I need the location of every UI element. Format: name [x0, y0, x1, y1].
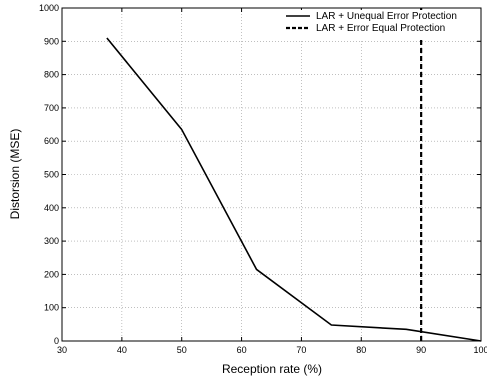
x-axis-label: Reception rate (%)	[222, 362, 322, 376]
y-tick-label: 100	[44, 303, 59, 313]
x-tick-label: 70	[296, 345, 306, 355]
y-tick-label: 200	[44, 269, 59, 279]
legend-label-1: LAR + Error Equal Protection	[316, 23, 445, 34]
x-tick-label: 40	[117, 345, 127, 355]
y-tick-label: 1000	[39, 3, 59, 13]
series-line-0	[106, 37, 482, 342]
y-tick-label: 0	[54, 336, 59, 346]
y-axis-label: Distorsion (MSE)	[8, 129, 22, 220]
series	[106, 8, 482, 342]
y-tick-label: 400	[44, 203, 59, 213]
x-tick-label: 90	[416, 345, 426, 355]
x-tick-label: 100	[473, 345, 487, 355]
y-tick-label: 300	[44, 236, 59, 246]
ticks: 30 40 50 60 70 80 90 10001002003004005006007008…	[39, 3, 487, 355]
x-tick-label: 30	[57, 345, 67, 355]
y-tick-label: 800	[44, 70, 59, 80]
y-tick-label: 700	[44, 103, 59, 113]
legend-box	[253, 10, 479, 40]
x-tick-label: 80	[356, 345, 366, 355]
grid	[62, 8, 481, 341]
y-tick-label: 900	[44, 36, 59, 46]
x-tick-label: 60	[237, 345, 247, 355]
x-tick-label: 50	[177, 345, 187, 355]
y-tick-label: 600	[44, 136, 59, 146]
y-tick-label: 500	[44, 170, 59, 180]
legend-label-0: LAR + Unequal Error Protection	[316, 11, 457, 22]
plot-frame	[61, 7, 482, 342]
